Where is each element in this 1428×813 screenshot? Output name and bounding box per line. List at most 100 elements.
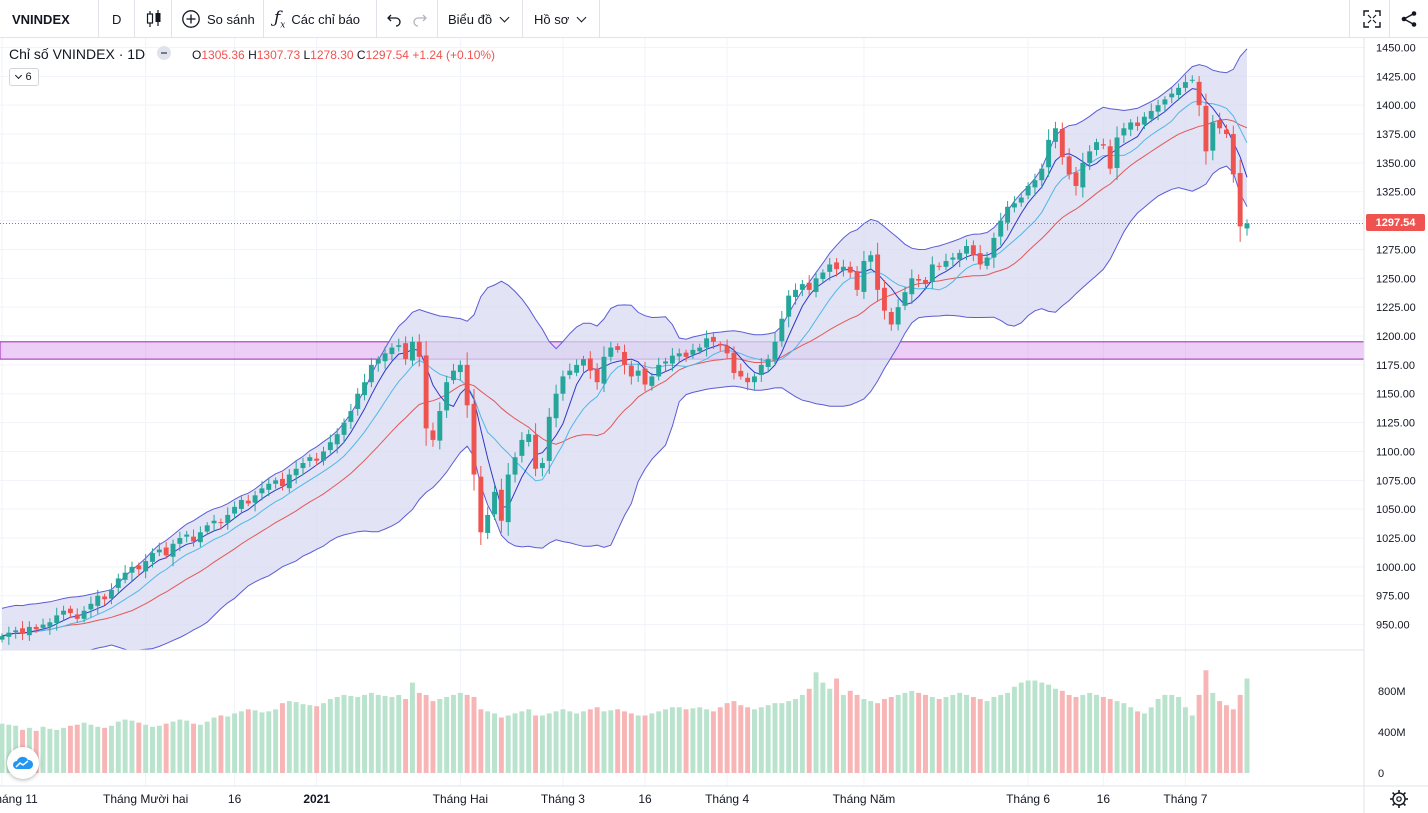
- chart-menu-button[interactable]: Biểu đồ: [448, 0, 510, 38]
- price-tick-label: 1325.00: [1376, 187, 1416, 199]
- candle-body: [403, 343, 409, 360]
- ohlc-readout: O1305.36 H1307.73 L1278.30 C1297.54 +1.2…: [192, 48, 495, 62]
- candle-body: [560, 376, 566, 394]
- candle-body: [498, 489, 504, 521]
- settings-gear-icon[interactable]: [1390, 790, 1408, 808]
- volume-bar: [444, 696, 450, 773]
- candle-body: [1210, 122, 1216, 151]
- candle-body: [642, 368, 648, 385]
- volume-bar: [156, 725, 162, 773]
- volume-bar: [587, 709, 593, 773]
- volume-bar: [608, 710, 614, 773]
- volume-bar: [150, 726, 155, 773]
- volume-bar: [799, 694, 805, 773]
- candle-body: [389, 347, 395, 355]
- candle-body: [806, 282, 812, 290]
- candle-body: [280, 478, 285, 487]
- tradingview-logo[interactable]: [7, 747, 39, 779]
- candle-body: [875, 254, 881, 290]
- candle-body: [916, 279, 922, 281]
- candle-body: [587, 358, 593, 371]
- chart-legend-title[interactable]: Chỉ số VNINDEX · 1D: [9, 46, 172, 62]
- candle-body: [512, 457, 518, 475]
- interval-label: D: [112, 11, 122, 27]
- volume-bar: [1155, 699, 1161, 773]
- candle-body: [457, 364, 463, 373]
- chevron-down-icon: [499, 12, 510, 22]
- price-tick-label: 1275.00: [1376, 244, 1416, 256]
- time-tick-label: 2021: [303, 792, 330, 806]
- share-button[interactable]: [1400, 0, 1418, 38]
- candle-body: [423, 355, 429, 429]
- price-axis[interactable]: 950.00 975.00 1000.00 1025.00 1050.00 1075.00…: [1376, 42, 1416, 631]
- candle-body: [1196, 81, 1202, 106]
- candle-body: [1155, 105, 1161, 112]
- candle-body: [820, 272, 826, 280]
- symbol-title: Chỉ số VNINDEX · 1D: [9, 46, 146, 62]
- profile-menu-button[interactable]: Hồ sơ: [534, 0, 587, 38]
- volume-bar: [868, 701, 874, 773]
- volume-bar: [1135, 711, 1141, 773]
- price-tick-label: 1050.00: [1376, 504, 1416, 516]
- volume-bar: [690, 708, 696, 773]
- candle-body: [1107, 146, 1113, 169]
- volume-bars: [0, 670, 1250, 773]
- volume-bar: [957, 692, 963, 773]
- volume-bar: [1039, 682, 1045, 773]
- volume-bar: [793, 699, 798, 773]
- candle-body: [1230, 134, 1236, 175]
- volume-bar: [238, 711, 244, 773]
- candle-body: [314, 458, 320, 461]
- volume-bar: [341, 694, 347, 773]
- candle-body: [594, 368, 600, 383]
- candle-body: [881, 287, 887, 311]
- volume-bar: [1114, 701, 1120, 773]
- volume-bar: [327, 699, 333, 773]
- candle-body: [1094, 142, 1099, 150]
- candle-body: [211, 520, 217, 524]
- candle-body: [1121, 128, 1127, 136]
- indicators-toggle[interactable]: 6: [9, 68, 39, 86]
- price-tick-label: 1425.00: [1376, 71, 1416, 83]
- candle-body: [752, 376, 757, 383]
- volume-bar: [1224, 705, 1229, 773]
- volume-bar: [936, 699, 942, 773]
- fullscreen-button[interactable]: [1363, 0, 1381, 38]
- candle-body: [375, 359, 381, 364]
- redo-button[interactable]: [412, 0, 428, 38]
- time-tick-label: Tháng Năm: [833, 792, 896, 806]
- profile-menu-label: Hồ sơ: [534, 11, 570, 27]
- candle-body: [745, 377, 751, 383]
- volume-bar: [683, 709, 689, 773]
- price-chart[interactable]: 950.00 975.00 1000.00 1025.00 1050.00 1075.00…: [0, 38, 1428, 813]
- chart-type-button[interactable]: [145, 0, 163, 38]
- candle-body: [793, 289, 798, 298]
- candle-body: [704, 338, 710, 348]
- volume-bar: [382, 695, 388, 773]
- interval-button[interactable]: D: [112, 0, 121, 38]
- volume-bar: [1100, 696, 1106, 773]
- time-axis[interactable]: tháng 11 Tháng Mười hai 16 2021 Tháng Hai Thá…: [0, 792, 1208, 806]
- candle-body: [286, 474, 292, 489]
- volume-bar: [697, 707, 703, 773]
- collapse-icon[interactable]: [157, 46, 172, 60]
- fullscreen-icon: [1363, 10, 1381, 28]
- candle-body: [1100, 144, 1106, 146]
- redo-icon: [413, 14, 427, 27]
- indicators-button[interactable]: ƒx Các chỉ báo: [274, 0, 360, 38]
- candle-body: [868, 255, 874, 262]
- compare-button[interactable]: So sánh: [181, 0, 255, 38]
- volume-bar: [1018, 682, 1024, 773]
- candle-body: [464, 364, 470, 406]
- candle-body: [574, 364, 580, 373]
- candle-body: [163, 547, 169, 556]
- volume-bar: [1189, 715, 1195, 773]
- candle-body: [519, 439, 525, 456]
- candle-body: [143, 561, 149, 572]
- candle-body: [416, 341, 422, 357]
- undo-button[interactable]: [386, 0, 402, 38]
- symbol-search[interactable]: VNINDEX: [12, 0, 70, 38]
- candle-body: [622, 351, 627, 365]
- volume-bar: [1066, 694, 1072, 773]
- candle-body: [827, 264, 833, 272]
